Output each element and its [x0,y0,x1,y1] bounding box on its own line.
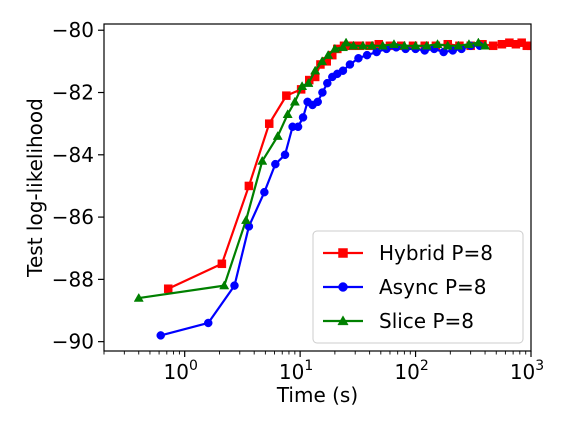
data-point-1-20 [362,50,372,60]
data-point-2-16 [357,40,368,50]
data-point-1-13 [318,88,327,97]
legend-marker-2 [337,315,349,326]
ticks: −80 −82 −84 −86 −88 −90 100 101 102 103 [52,18,544,384]
data-point-2-27 [473,37,484,47]
data-point-2-22 [421,40,432,50]
y-tick-label-5: −90 [52,330,94,354]
data-point-0-32 [526,41,531,51]
y-tick-label-1: −82 [52,81,94,105]
x-tick-label-1: 101 [279,358,313,384]
data-point-1-4 [260,187,269,197]
data-point-2-26 [463,39,474,48]
axes [103,23,532,352]
y-tick-label-4: −88 [52,267,94,291]
data-point-2-2 [241,215,252,224]
data-point-2-8 [303,78,314,87]
data-point-1-18 [345,60,355,69]
legend-label-2: Slice P=8 [379,309,474,333]
data-point-2-13 [337,42,348,52]
data-point-2-4 [272,131,283,140]
y-tick-label-3: −86 [52,205,94,229]
data-point-1-5 [271,159,280,169]
data-point-2-17 [367,40,378,50]
data-point-0-0 [163,284,173,293]
data-point-1-19 [354,54,363,63]
legend-box [312,230,524,344]
data-point-1-14 [323,78,332,88]
data-point-1-9 [298,113,308,122]
data-point-0-3 [264,119,274,128]
data-point-0-4 [282,91,291,100]
data-point-2-24 [442,40,453,50]
data-point-2-10 [317,56,328,66]
data-point-0-26 [488,41,498,51]
legend-label-0: Hybrid P=8 [379,241,493,265]
data-point-2-0 [133,292,144,302]
data-point-2-15 [348,40,359,50]
series-layer [133,37,531,340]
legend-marker-1 [338,282,348,292]
data-point-1-2 [230,281,239,290]
data-point-2-5 [282,109,293,119]
data-point-2-6 [289,96,300,106]
data-point-2-18 [377,40,388,50]
data-point-2-14 [341,37,352,47]
x-tick-label-0: 100 [163,358,197,384]
legend: Hybrid P=8 Async P=8 Slice P=8 [312,230,524,344]
data-point-1-17 [338,66,348,75]
data-point-2-23 [432,39,443,48]
data-point-1-8 [293,122,303,132]
plot-frame [103,23,532,352]
data-point-2-11 [323,50,334,59]
legend-label-1: Async P=8 [379,275,487,299]
y-axis-label: Test log-likelihood [23,98,47,278]
data-point-1-6 [280,150,290,160]
data-point-2-12 [329,43,340,53]
data-point-2-28 [480,40,491,50]
legend-entry-1: Async P=8 [323,275,487,299]
data-point-2-3 [257,155,268,165]
data-point-0-1 [217,259,227,269]
data-point-2-9 [310,65,321,75]
legend-entry-2: Slice P=8 [323,309,474,333]
legend-marker-0 [338,248,348,258]
data-point-0-27 [497,39,507,49]
data-point-2-21 [410,40,421,50]
y-tick-label-2: −84 [52,143,94,167]
data-point-2-25 [453,40,464,50]
legend-entry-0: Hybrid P=8 [323,241,493,265]
data-point-1-1 [204,318,213,328]
data-point-1-21 [372,47,381,57]
y-tick-label-0: −80 [52,18,94,42]
series-2 [133,37,491,302]
data-point-1-12 [313,97,322,107]
data-point-1-0 [156,331,165,340]
data-point-0-2 [244,181,254,191]
x-tick-label-2: 102 [394,358,428,384]
data-point-2-19 [388,39,399,48]
x-axis-label: Time (s) [276,383,358,407]
x-tick-label-3: 103 [510,358,544,384]
data-point-2-20 [399,40,410,50]
data-point-2-1 [219,280,230,290]
